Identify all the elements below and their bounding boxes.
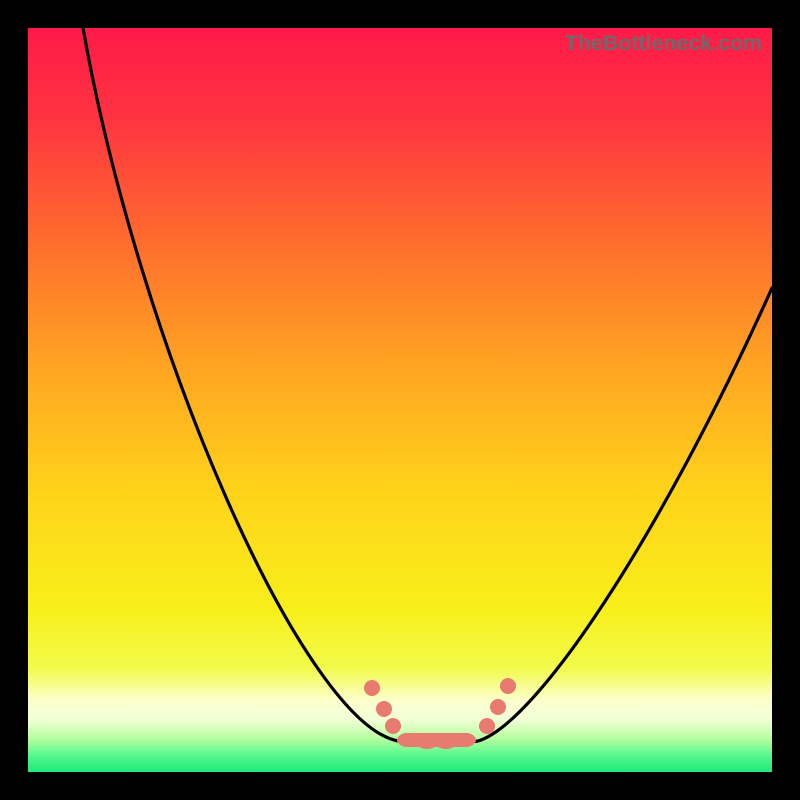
watermark-text: TheBottleneck.com xyxy=(565,32,762,56)
chart-frame: TheBottleneck.com xyxy=(0,0,800,800)
plot-area: TheBottleneck.com xyxy=(28,28,772,772)
bottleneck-curve xyxy=(28,28,772,772)
